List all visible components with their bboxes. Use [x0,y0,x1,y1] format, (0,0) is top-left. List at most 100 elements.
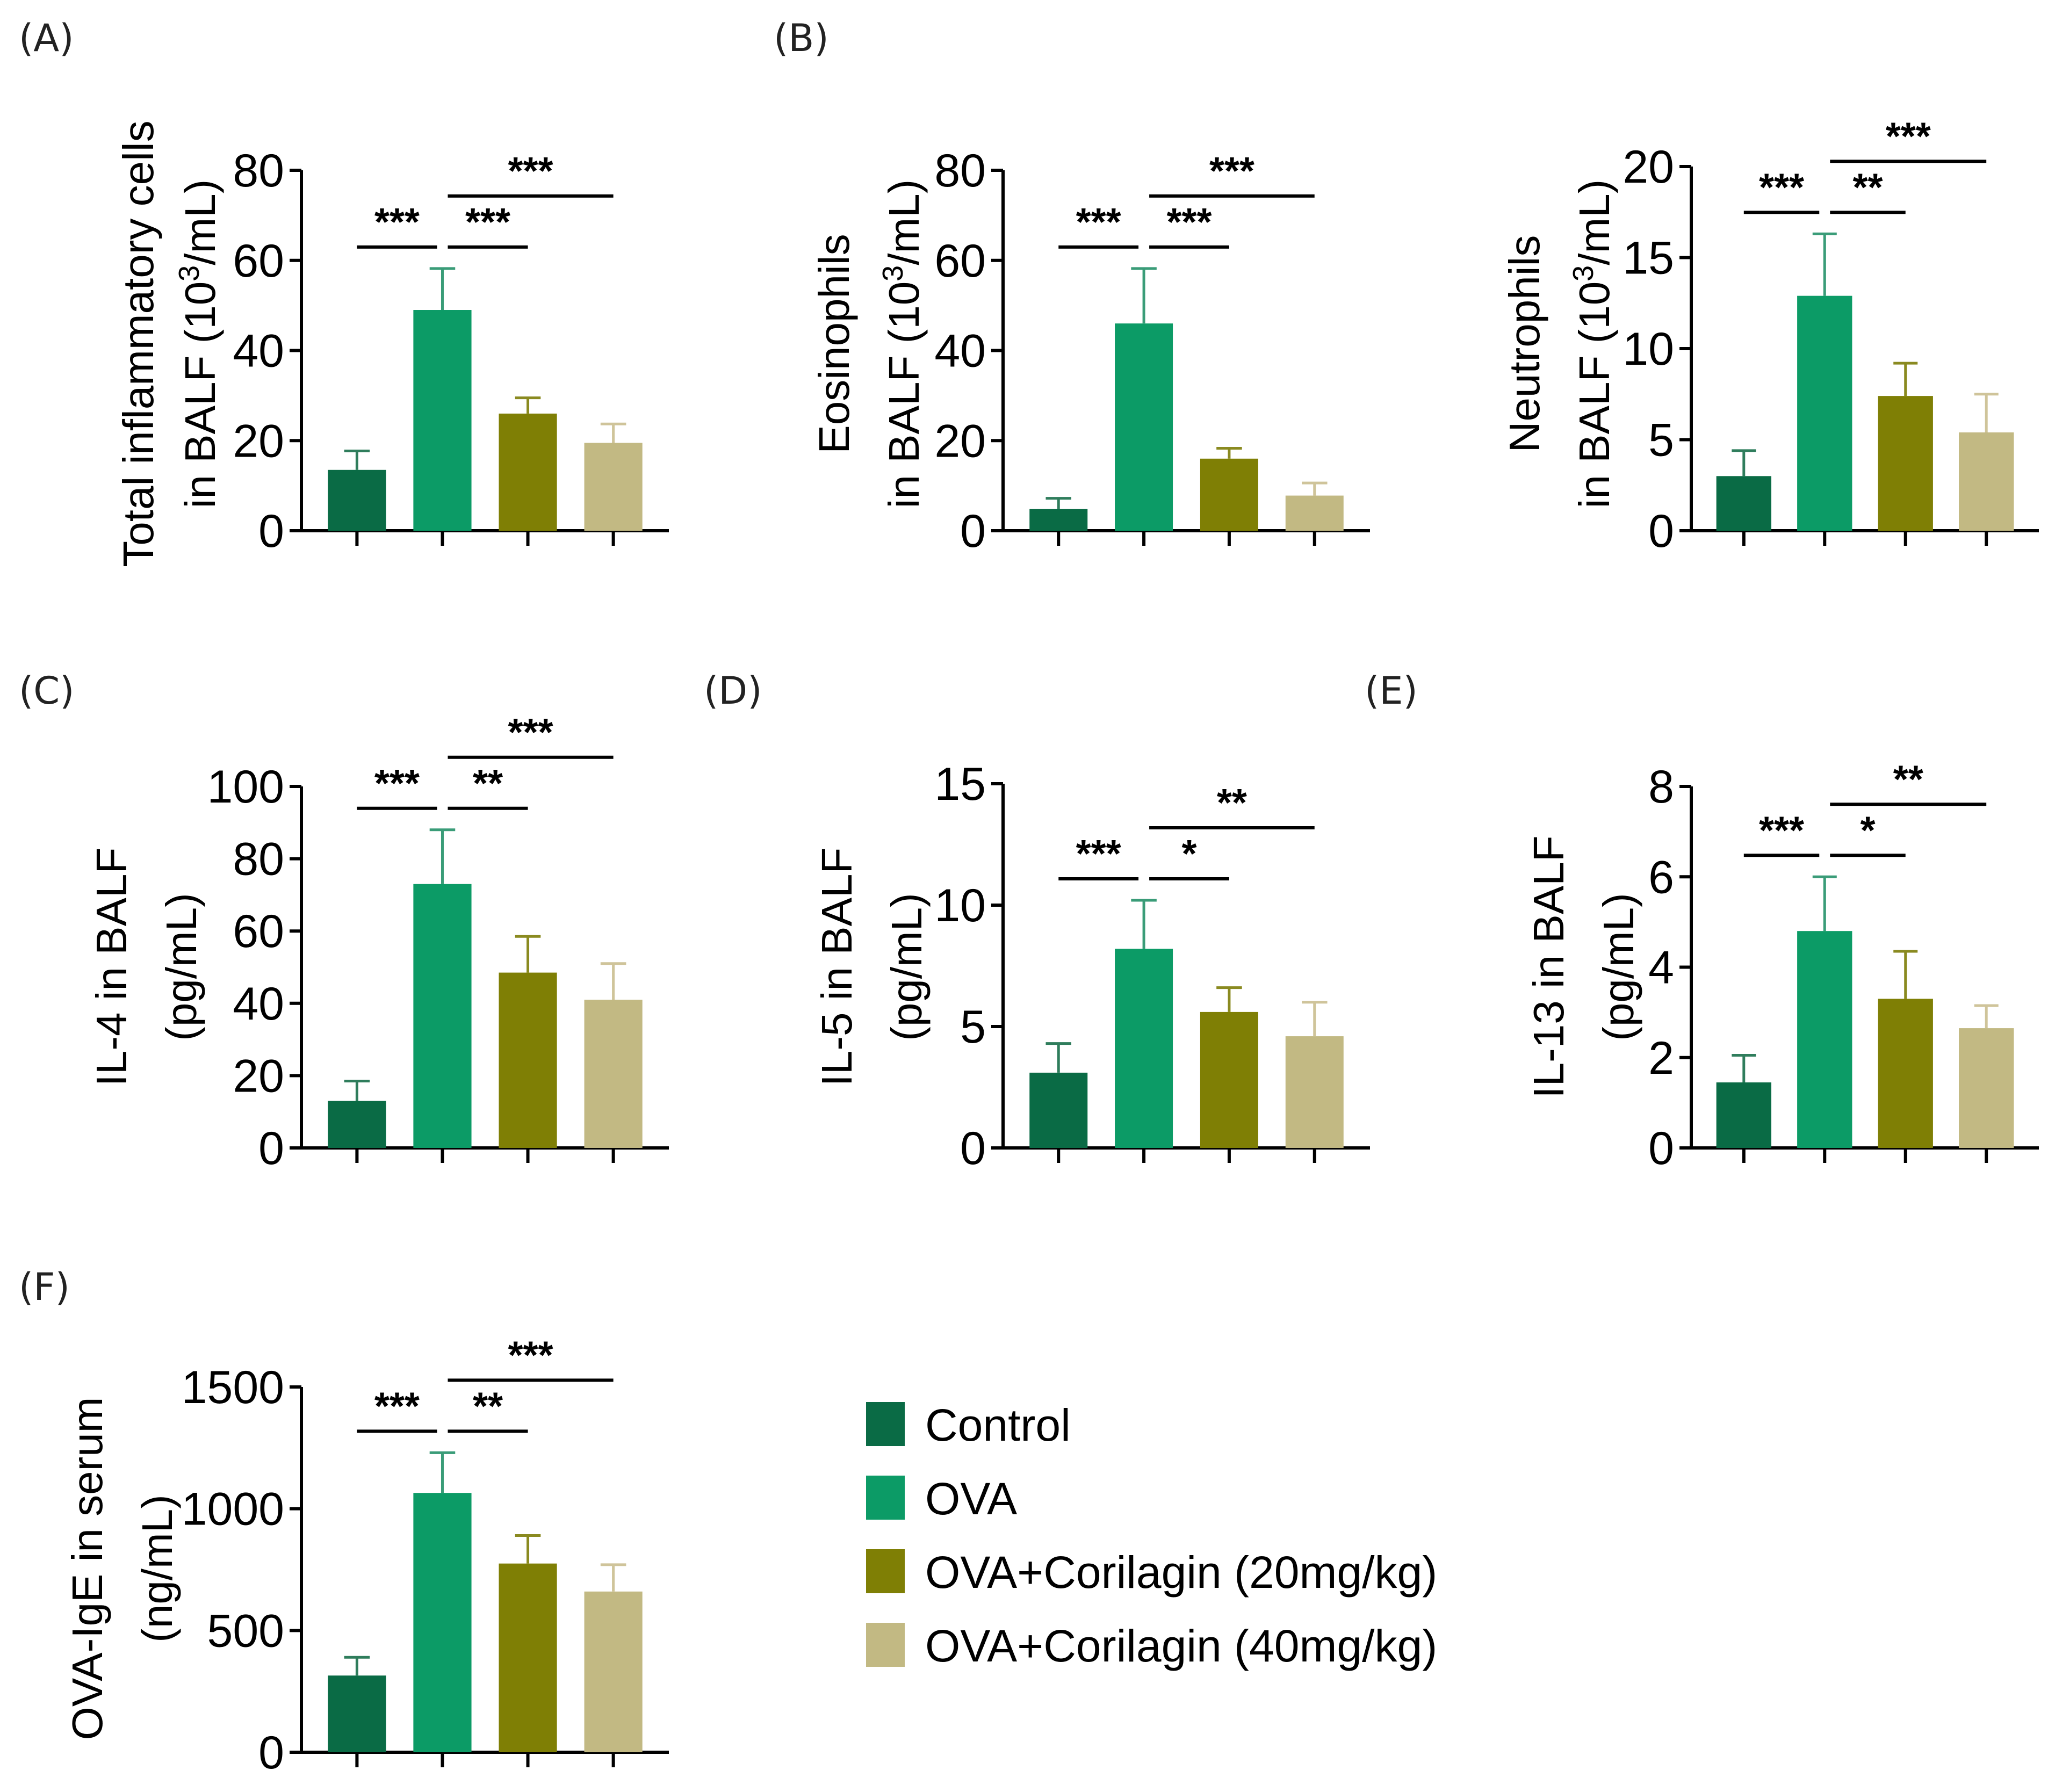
significance-label: ** [473,1385,503,1428]
significance-label: *** [374,201,420,244]
bar-2 [1115,323,1173,531]
bar-1 [328,1675,386,1752]
legend-label: Control [925,1400,1071,1450]
y-tick-label: 20 [233,1050,284,1102]
y-tick-label: 0 [960,505,986,557]
bar-1 [1029,509,1088,531]
bar-1 [328,469,386,531]
bar-3 [1200,458,1258,531]
y-tick-label: 1500 [182,1362,284,1413]
bar-2 [413,884,472,1148]
bar-4 [584,1591,643,1752]
bar-2 [1797,931,1852,1148]
panel-label: (C) [19,669,75,713]
legend-swatch [866,1623,905,1667]
bar-3 [1878,396,1933,531]
bar-3 [499,413,557,531]
bar-4 [1959,432,2014,531]
y-tick-label: 1000 [182,1484,284,1535]
significance-label: *** [1759,809,1804,852]
y-tick-label: 500 [207,1605,285,1657]
bar-4 [1285,495,1344,531]
bar-3 [499,1563,557,1752]
significance-label: *** [374,1385,420,1428]
y-tick-label: 0 [960,1123,986,1174]
y-axis-title-line: (pg/mL) [157,893,205,1041]
y-tick-label: 0 [258,505,284,557]
significance-label: *** [508,711,553,754]
bar-3 [499,972,557,1148]
bar-2 [413,310,472,531]
y-tick-label: 40 [233,978,284,1030]
bar-2 [1797,295,1852,531]
legend-swatch [866,1549,905,1593]
y-tick-label: 40 [233,326,284,377]
bar-1 [1716,476,1771,531]
bar-1 [1029,1072,1088,1148]
y-axis-title-line: OVA-IgE in serum [63,1397,111,1740]
y-axis-title-line: IL-4 in BALF [88,848,135,1087]
significance-label: ** [1217,782,1247,825]
panel-label: (E) [1365,669,1418,713]
bar-4 [584,1000,643,1148]
y-tick-label: 80 [233,834,284,885]
chart-panel-1: (B) 0 20 40 60 80 *** *** *** Eosinophils in BALF … [774,16,1370,557]
y-tick-label: 100 [207,761,285,813]
bar-3 [1200,1011,1258,1148]
y-tick-label: 60 [233,906,284,957]
significance-label: *** [1076,201,1121,244]
y-axis-title-line: (pg/mL) [883,893,931,1041]
y-tick-label: 5 [960,1001,986,1053]
significance-label: *** [1209,150,1254,193]
y-tick-label: 80 [934,145,986,197]
y-tick-label: 60 [934,235,986,287]
y-tick-label: 4 [1648,942,1674,994]
y-axis-title-line: (pg/mL) [1595,893,1642,1041]
y-tick-label: 15 [1623,233,1674,284]
legend-item: OVA+Corilagin (40mg/kg) [866,1621,1437,1671]
legend-swatch [866,1402,905,1446]
y-axis-title-line: in BALF (103/mL) [173,179,224,508]
legend: Control OVA OVA+Corilagin (20mg/kg) OVA+Cor… [866,1400,1437,1671]
legend-item: Control [866,1400,1071,1450]
significance-label: * [1181,833,1196,876]
bar-2 [1115,949,1173,1148]
significance-label: *** [1166,201,1212,244]
y-tick-label: 10 [1623,323,1674,375]
chart-panel-0: (A) 0 20 40 60 80 *** *** *** Total inflammatory … [19,16,669,567]
y-axis-title-line: in BALF (103/mL) [877,179,928,508]
bar-1 [328,1101,386,1148]
bar-4 [1285,1036,1344,1148]
significance-label: *** [1886,115,1931,158]
bar-1 [1716,1082,1771,1148]
bar-4 [584,443,643,531]
y-axis-title-line: (ng/mL) [133,1494,181,1643]
y-tick-label: 8 [1648,761,1674,813]
y-tick-label: 5 [1648,415,1674,466]
significance-label: *** [1759,166,1804,209]
significance-label: ** [1852,166,1883,209]
panel-label: (B) [774,16,829,60]
legend-item: OVA [866,1473,1017,1524]
y-tick-label: 20 [1623,141,1674,193]
legend-item: OVA+Corilagin (20mg/kg) [866,1547,1437,1598]
significance-label: *** [508,1334,553,1377]
y-tick-label: 0 [258,1727,284,1779]
significance-label: * [1860,809,1875,852]
y-axis-title-line: Eosinophils [810,234,858,453]
y-tick-label: 0 [258,1123,284,1174]
legend-label: OVA+Corilagin (20mg/kg) [925,1547,1437,1598]
significance-label: ** [473,762,503,805]
y-tick-label: 6 [1648,851,1674,903]
bar-3 [1878,999,1933,1148]
significance-label: ** [1893,758,1923,801]
y-tick-label: 10 [934,880,986,931]
significance-label: *** [374,762,420,805]
y-tick-label: 80 [233,145,284,197]
y-tick-label: 15 [934,758,986,810]
